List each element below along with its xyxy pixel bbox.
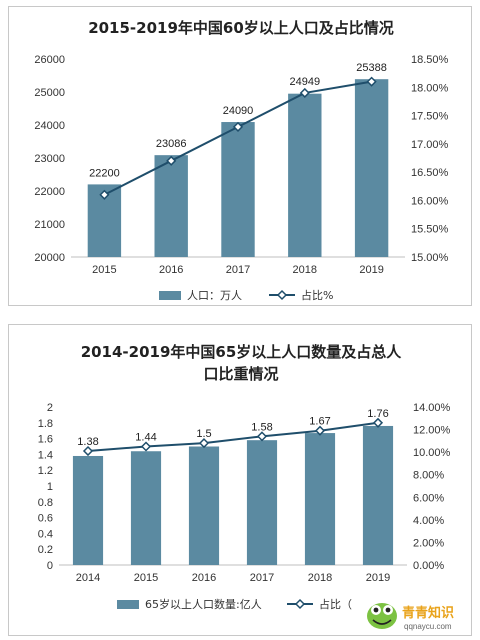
chart1-legend-bar-swatch	[159, 291, 181, 300]
chart2-bar-2018	[304, 433, 336, 565]
chart1-ytick-right: 18.00%	[411, 82, 449, 94]
watermark-text: 青青知识	[402, 605, 454, 621]
chart1-ytick-right: 16.50%	[411, 167, 449, 179]
chart2-legend-bar-swatch	[117, 600, 139, 609]
chart1-data-label-2016: 23086	[156, 138, 187, 150]
chart2-bar-2016	[188, 446, 220, 565]
chart1-ytick-right: 15.50%	[411, 224, 449, 236]
chart-60plus: 2015-2019年中国60岁以上人口及占比情况 20000 21000 22000 2…	[34, 19, 449, 302]
chart2-title-line-2: 口比重情况	[203, 365, 278, 383]
chart2-ratio-point-2017	[256, 431, 268, 442]
chart2-ratio-point-2016	[198, 438, 210, 449]
chart2-ytick-left: 1.2	[38, 465, 53, 477]
chart2-ytick-right: 10.00%	[413, 447, 451, 459]
chart2-ytick-left: 1.8	[38, 418, 53, 430]
chart2-ytick-left: 1	[47, 481, 53, 493]
chart1-bar-2018	[288, 93, 322, 257]
chart1-ytick-left: 23000	[34, 153, 65, 165]
chart-panel-60plus: 2015-2019年中国60岁以上人口及占比情况 20000 21000 22000 2…	[8, 6, 472, 306]
chart2-xtick-2018: 2018	[308, 572, 332, 584]
chart2-ytick-left: 0.4	[38, 528, 53, 540]
chart1-ytick-right: 17.00%	[411, 139, 449, 151]
chart1-ytick-right: 17.50%	[411, 111, 449, 123]
chart2-bar-2017	[246, 440, 278, 565]
frog-logo-icon: 青青知识 qqnaycu.com	[367, 603, 454, 631]
chart2-ytick-left: 1.6	[38, 434, 53, 446]
chart1-ytick-right: 15.00%	[411, 252, 449, 264]
chart1-bar-2016	[154, 155, 188, 257]
chart2-xtick-2019: 2019	[366, 572, 390, 584]
chart2-ratio-point-2015	[140, 441, 152, 452]
chart2-ratio-line	[87, 421, 379, 453]
chart2-ratio-point-2014	[82, 445, 94, 457]
chart2-legend-line-marker	[294, 598, 306, 610]
chart1-data-label-2019: 25388	[356, 62, 387, 74]
chart1-data-label-2017: 24090	[223, 105, 254, 117]
chart2-ytick-right: 14.00%	[413, 402, 451, 414]
chart2-ratio-point-2019	[372, 417, 384, 428]
chart2-ytick-right: 4.00%	[413, 515, 444, 527]
chart1-xtick-2018: 2018	[293, 264, 317, 276]
chart2-data-label-2016: 1.5	[196, 428, 211, 440]
chart1-ytick-right: 16.00%	[411, 195, 449, 207]
chart2-data-label-2018: 1.67	[309, 416, 330, 428]
chart1-xtick-2015: 2015	[92, 264, 116, 276]
chart2-xtick-2015: 2015	[134, 572, 158, 584]
chart1-ytick-left: 24000	[34, 120, 65, 132]
chart1-ratio-point-2016	[166, 155, 177, 166]
chart2-data-label-2019: 1.76	[367, 408, 388, 420]
chart2-ytick-right: 6.00%	[413, 492, 444, 504]
chart1-ratio-point-2018	[299, 87, 310, 99]
chart2-ytick-left: 0	[47, 560, 53, 572]
chart1-legend-line-label: 占比%	[301, 288, 333, 302]
chart2-ytick-left: 0.6	[38, 513, 53, 525]
watermark-url: qqnaycu.com	[404, 622, 452, 631]
chart1-ytick-left: 25000	[34, 87, 65, 99]
chart2-ytick-right: 2.00%	[413, 537, 444, 549]
chart1-bar-2017	[221, 122, 255, 257]
chart2-ytick-left: 1.4	[38, 449, 53, 461]
chart2-ytick-right: 8.00%	[413, 470, 444, 482]
chart1-ratio-point-2017	[232, 121, 244, 132]
chart1-ytick-left: 21000	[34, 219, 65, 231]
chart2-title-line-1: 2014-2019年中国65岁以上人口数量及占总人	[81, 343, 403, 361]
chart2-ytick-left: 0.2	[38, 544, 53, 556]
chart-panel-65plus: 2014-2019年中国65岁以上人口数量及占总人 口比重情况 0 0.2 0.4 0.6…	[8, 324, 472, 636]
chart2-legend-bar-label: 65岁以上人口数量:亿人	[145, 597, 262, 611]
chart2-ytick-right: 12.00%	[413, 425, 451, 437]
chart2-ytick-right: 0.00%	[413, 560, 444, 572]
chart2-xtick-2017: 2017	[250, 572, 274, 584]
chart1-xtick-2017: 2017	[226, 264, 250, 276]
chart1-ratio-point-2015	[99, 189, 110, 200]
chart1-data-label-2015: 22200	[89, 167, 120, 179]
chart2-bar-2014	[72, 455, 104, 565]
chart1-ratio-point-2019	[366, 76, 377, 87]
chart1-legend-line-marker	[276, 289, 288, 301]
chart1-title: 2015-2019年中国60岁以上人口及占比情况	[88, 19, 394, 37]
chart2-xtick-2014: 2014	[76, 572, 100, 584]
chart1-legend-bar-label: 人口：万人	[187, 289, 242, 302]
chart1-data-label-2018: 24949	[290, 76, 321, 88]
chart1-ytick-left: 26000	[34, 54, 65, 66]
chart2-ratio-point-2018	[314, 425, 326, 436]
chart2-bar-2019	[362, 425, 394, 565]
chart1-xtick-2019: 2019	[359, 264, 383, 276]
chart2-legend-line-label: 占比（	[319, 597, 352, 611]
chart2-data-label-2014: 1.38	[77, 436, 98, 448]
chart2-data-label-2017: 1.58	[251, 421, 272, 433]
chart1-xtick-2016: 2016	[159, 264, 183, 276]
chart2-xtick-2016: 2016	[192, 572, 216, 584]
chart2-data-label-2015: 1.44	[135, 432, 156, 444]
chart1-bar-2019	[354, 79, 389, 257]
chart2-ytick-left: 0.8	[38, 497, 53, 509]
chart1-ytick-right: 18.50%	[411, 54, 449, 66]
chart1-ytick-left: 20000	[34, 252, 65, 264]
chart2-ytick-left: 2	[47, 402, 53, 414]
chart2-bar-2015	[130, 451, 162, 565]
chart1-ytick-left: 22000	[34, 186, 65, 198]
site-watermark-logo: 青青知识 qqnaycu.com	[364, 598, 474, 634]
